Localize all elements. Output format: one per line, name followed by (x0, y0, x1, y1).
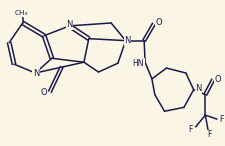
Text: F: F (189, 125, 193, 134)
Text: F: F (220, 115, 224, 124)
Text: N: N (124, 36, 131, 45)
Text: HN: HN (133, 59, 144, 68)
Text: N: N (33, 68, 40, 78)
Text: O: O (41, 88, 47, 97)
Text: F: F (207, 130, 211, 139)
Text: O: O (215, 75, 221, 84)
Text: O: O (155, 19, 162, 27)
Text: N: N (195, 84, 202, 93)
Text: CH₃: CH₃ (15, 10, 29, 16)
Text: N: N (66, 20, 72, 29)
